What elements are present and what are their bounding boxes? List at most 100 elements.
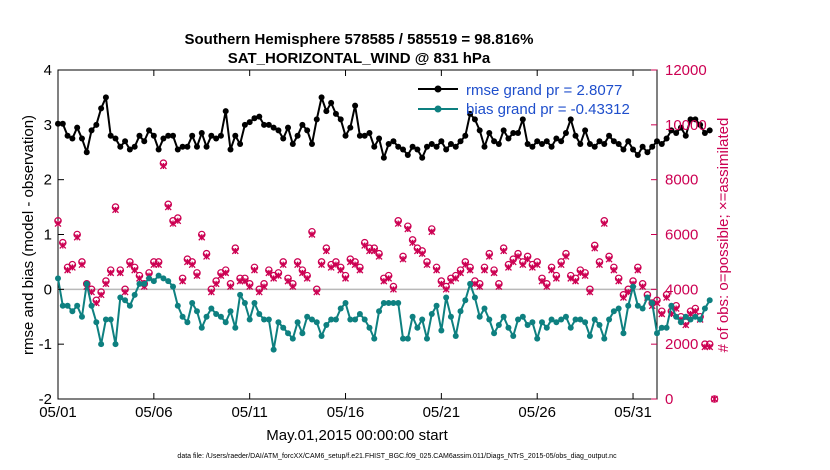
obs-assimilated-marker	[711, 395, 718, 403]
rmse-point	[179, 143, 186, 150]
bias-point	[591, 316, 598, 323]
bias-point	[558, 316, 565, 323]
rmse-point	[654, 138, 660, 145]
rmse-point	[347, 124, 354, 131]
bias-point	[146, 275, 153, 282]
obs-assimilated-marker	[610, 266, 618, 274]
obs-assimilated-marker	[198, 233, 206, 241]
bias-point	[275, 319, 282, 326]
rmse-point	[165, 132, 172, 139]
bias-point	[155, 272, 162, 279]
obs-assimilated-marker	[375, 252, 383, 260]
bias-point	[519, 313, 526, 320]
rmse-point	[323, 108, 330, 115]
bias-point	[673, 313, 680, 320]
obs-assimilated-marker	[418, 250, 426, 258]
obs-assimilated-marker	[706, 343, 714, 351]
rmse-point	[217, 132, 224, 139]
rmse-point	[390, 138, 397, 145]
bias-point	[634, 302, 641, 309]
rmse-point	[515, 130, 522, 137]
rmse-point	[596, 138, 603, 145]
rmse-point	[452, 143, 459, 150]
bias-point	[74, 302, 81, 309]
bias-point	[548, 316, 555, 323]
bias-point	[208, 305, 215, 312]
bias-point	[83, 280, 90, 287]
bias-point	[193, 308, 200, 315]
bias-point	[332, 316, 339, 323]
bias-point	[414, 324, 421, 331]
bias-point	[308, 316, 315, 323]
y-tick-label: 4	[44, 62, 52, 79]
obs-assimilated-marker	[615, 277, 623, 285]
bias-point	[596, 321, 603, 328]
footer-data-file: data file: /Users/raeder/DAI/ATM_forcXX/…	[177, 453, 617, 460]
obs-assimilated-marker	[433, 266, 441, 274]
y-tick-right-label: 2000	[665, 336, 698, 353]
bias-point	[64, 302, 71, 309]
obs-assimilated-marker	[279, 261, 287, 269]
x-axis-label: May.01,2015 00:00:00 start	[266, 427, 448, 444]
rmse-point	[467, 110, 474, 117]
x-tick-label: 05/26	[518, 404, 556, 421]
obs-assimilated-marker	[183, 258, 191, 266]
bias-point	[347, 316, 354, 323]
rmse-point	[270, 124, 277, 131]
rmse-point	[639, 143, 646, 150]
bias-point	[668, 302, 675, 309]
bias-point	[165, 278, 172, 285]
obs-assimilated-marker	[548, 266, 556, 274]
bias-point	[404, 335, 411, 342]
bias-point	[117, 294, 124, 301]
obs-assimilated-marker	[164, 203, 172, 211]
bias-point	[213, 311, 220, 318]
obs-assimilated-marker	[131, 266, 139, 274]
obs-assimilated-marker	[289, 283, 297, 291]
bias-point	[342, 300, 349, 307]
obs-assimilated-marker	[284, 277, 292, 285]
bias-point	[265, 316, 272, 323]
rmse-point	[107, 132, 114, 139]
rmse-point	[289, 141, 296, 148]
bias-point	[69, 308, 76, 315]
bias-point	[328, 316, 335, 323]
rmse-point	[88, 127, 95, 134]
rmse-point	[658, 141, 665, 148]
obs-assimilated-marker	[385, 274, 393, 282]
bias-point	[294, 319, 301, 326]
bias-point	[471, 294, 478, 301]
rmse-point	[131, 143, 138, 150]
rmse-point	[447, 141, 454, 148]
obs-assimilated-marker	[476, 283, 484, 291]
bias-point	[189, 300, 196, 307]
rmse-point	[280, 135, 287, 142]
rmse-point	[582, 127, 589, 134]
obs-assimilated-marker	[394, 220, 402, 227]
bias-point	[227, 308, 234, 315]
rmse-point	[524, 141, 531, 148]
x-tick-label: 05/01	[39, 404, 77, 421]
obs-assimilated-marker	[557, 261, 565, 269]
obs-assimilated-marker	[485, 252, 493, 260]
obs-assimilated-marker	[619, 294, 627, 302]
obs-assimilated-marker	[442, 285, 450, 293]
bias-point	[107, 316, 114, 323]
obs-assimilated-marker	[351, 261, 359, 269]
obs-assimilated-marker	[543, 283, 551, 291]
rmse-point	[251, 115, 258, 122]
bias-point	[395, 300, 402, 307]
obs-assimilated-marker	[73, 233, 81, 241]
rmse-series-layer	[55, 94, 713, 161]
obs-assimilated-marker	[169, 220, 177, 227]
obs-assimilated-marker	[121, 288, 129, 296]
y-tick-right-label: 10000	[665, 117, 707, 134]
obs-assimilated-marker	[404, 225, 412, 233]
bias-point	[419, 316, 426, 323]
rmse-point	[457, 138, 464, 145]
obs-assimilated-marker	[217, 272, 225, 280]
y-tick-right-label: 6000	[665, 227, 698, 244]
rmse-point	[677, 124, 684, 131]
bias-point	[261, 316, 268, 323]
obs-assimilated-marker	[663, 294, 671, 302]
